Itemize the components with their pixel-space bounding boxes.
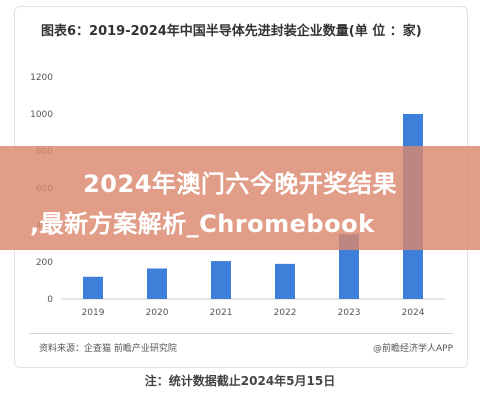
x-tick-label: 2021	[210, 308, 233, 318]
bar-2019	[83, 276, 103, 299]
y-tick-label: 1200	[30, 73, 53, 83]
x-tick-label: 2024	[402, 308, 425, 318]
x-tick-label: 2022	[274, 308, 297, 318]
y-tick-label: 200	[36, 258, 53, 268]
banner-headline-line-1: 2024年澳门六今晚开奖结果	[83, 170, 397, 198]
chart-title: 图表6：2019-2024年中国半导体先进封装企业数量(单 位 ：家)	[41, 24, 422, 39]
footer-divider	[29, 333, 453, 334]
source-text: 资料来源：企查猫 前瞻产业研究院	[39, 344, 177, 354]
bar-2020	[147, 268, 167, 299]
x-tick-label: 2019	[82, 308, 105, 318]
footnote: 注：统计数据截止2024年5月15日	[144, 374, 336, 388]
x-tick-label: 2023	[338, 308, 361, 318]
bar-2021	[211, 261, 231, 299]
y-tick-label: 1000	[30, 110, 53, 120]
bar-2022	[275, 263, 295, 299]
banner-headline-line-2: ,最新方案解析_Chromebook	[30, 210, 375, 238]
overlay-banner[interactable]: 2024年澳门六今晚开奖结果 ,最新方案解析_Chromebook	[0, 146, 480, 250]
source-brand: @前瞻经济学人APP	[372, 344, 453, 354]
y-tick-label: 0	[47, 295, 53, 305]
x-tick-label: 2020	[146, 308, 169, 318]
bar-2023	[339, 234, 359, 299]
